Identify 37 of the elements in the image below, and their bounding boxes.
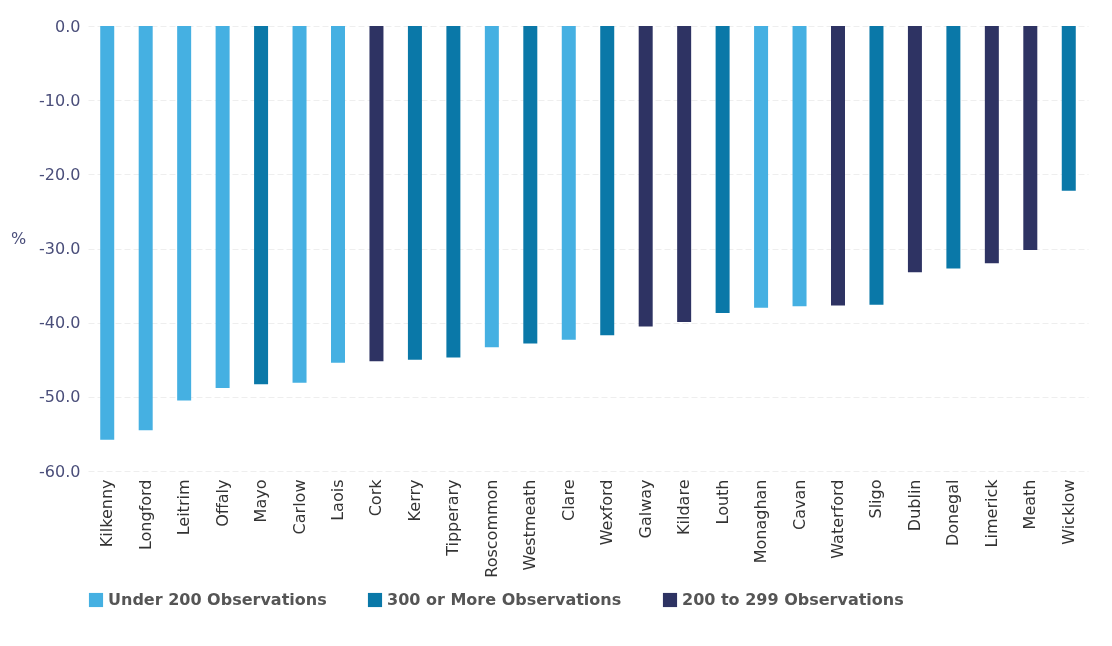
legend-label: 300 or More Observations <box>387 590 622 609</box>
x-tick-label: Dublin <box>904 479 924 532</box>
y-tick-label: -30.0 <box>39 239 81 258</box>
x-tick-label: Cavan <box>789 479 809 530</box>
x-tick-label: Mayo <box>251 479 271 523</box>
x-tick-label: Kerry <box>404 479 424 522</box>
y-tick-label: -20.0 <box>39 164 81 184</box>
x-tick-label: Sligo <box>866 479 886 519</box>
x-tick-label: Kilkenny <box>97 479 117 548</box>
x-tick-label: Waterford <box>828 479 847 559</box>
x-tick-label: Louth <box>712 479 732 525</box>
x-tick-label: Clare <box>558 479 578 521</box>
x-tick-label: Meath <box>1020 479 1040 530</box>
x-tick-label: Roscommon <box>481 479 501 578</box>
legend-label: 200 to 299 Observations <box>682 590 904 609</box>
y-tick-label: -50.0 <box>39 387 81 407</box>
x-tick-label: Cork <box>366 478 386 517</box>
y-axis-title: % <box>10 228 27 248</box>
y-tick-label: -40.0 <box>39 313 81 333</box>
y-tick-label: 0.0 <box>55 16 81 36</box>
x-tick-label: Tipperary <box>443 479 463 557</box>
x-tick-label: Laois <box>328 479 347 521</box>
x-tick-label: Offaly <box>212 479 232 527</box>
y-tick-label: -10.0 <box>39 90 81 110</box>
x-tick-label: Wicklow <box>1058 479 1078 545</box>
x-tick-label: Monaghan <box>751 479 771 564</box>
legend-label: Under 200 Observations <box>108 590 327 609</box>
y-tick-label: -60.0 <box>39 461 81 481</box>
x-tick-label: Donegal <box>943 479 963 546</box>
x-tick-label: Wexford <box>597 479 617 546</box>
x-tick-label: Galway <box>635 479 655 539</box>
x-tick-label: Kildare <box>674 479 694 535</box>
x-tick-label: Carlow <box>289 479 309 535</box>
x-tick-label: Leitrim <box>174 479 194 536</box>
x-tick-label: Westmeath <box>520 479 540 571</box>
x-tick-label: Limerick <box>981 478 1001 548</box>
x-tick-label: Longford <box>135 479 155 551</box>
